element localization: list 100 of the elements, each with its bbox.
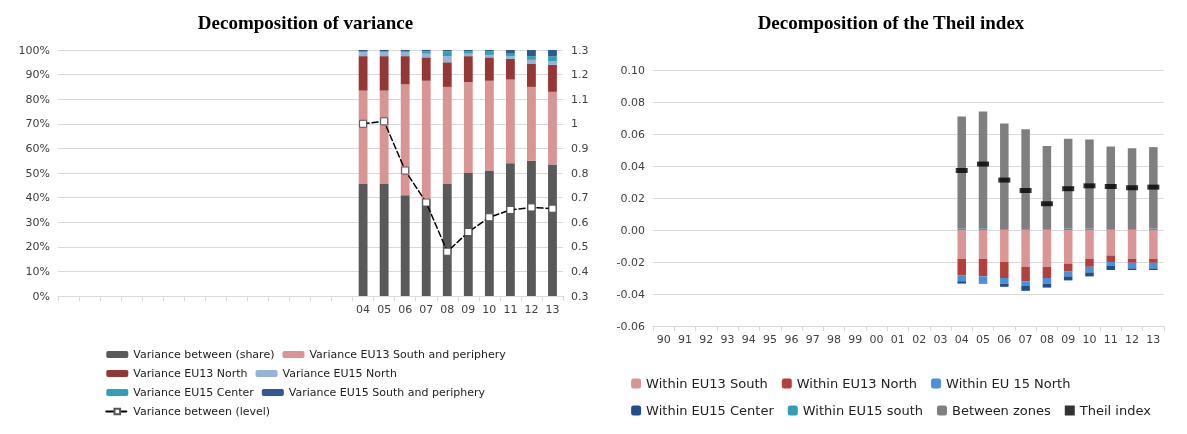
y-tick-label: -0.06 (616, 319, 645, 333)
bar (548, 50, 557, 57)
bar (548, 61, 557, 65)
bar (358, 56, 368, 91)
y-tick-label: 80% (25, 92, 50, 106)
x-tick-label: 03 (933, 333, 948, 346)
bar (421, 80, 431, 199)
x-tick-label: 91 (677, 333, 692, 346)
y-tick-label: 0.04 (620, 159, 645, 173)
x-tick-label: 00 (869, 333, 884, 346)
bar (1106, 230, 1116, 256)
bar (463, 173, 473, 296)
bar (957, 258, 966, 276)
bar (527, 59, 536, 64)
x-tick-label: 09 (1061, 333, 1076, 346)
x-tick-label: 02 (912, 333, 927, 346)
bar (484, 57, 494, 81)
legend-label: Within EU15 Center (646, 403, 775, 418)
bar (484, 80, 494, 171)
bar (358, 184, 368, 296)
y-tick-label: 60% (25, 141, 50, 155)
x-tick-label: 99 (848, 333, 863, 346)
bar (548, 164, 557, 296)
x-tick-label: 10 (1082, 333, 1097, 346)
bar (379, 56, 389, 91)
x-tick-label: 11 (1103, 333, 1118, 346)
bar (379, 184, 389, 296)
y-tick-label: 20% (25, 240, 50, 254)
bar (358, 90, 368, 185)
bar (1127, 258, 1137, 263)
x-tick-label: 96 (784, 333, 799, 346)
y-tick-label: 70% (25, 117, 50, 131)
chart-title: Decomposition of variance (197, 12, 414, 33)
x-tick-label: 07 (419, 303, 434, 316)
x-tick-label: 97 (805, 333, 820, 346)
x-tick-label: 08 (1039, 333, 1054, 346)
bar (463, 56, 473, 82)
y2-tick-label: 0.6 (571, 215, 589, 229)
x-tick-label: 07 (1018, 333, 1033, 346)
bar (1042, 283, 1052, 288)
legend-label: Variance EU13 South and periphery (309, 348, 507, 361)
bar (527, 50, 536, 57)
x-tick-label: 93 (720, 333, 735, 346)
y2-tick-label: 0.4 (571, 264, 589, 278)
bar (527, 86, 536, 161)
y-tick-label: 40% (25, 191, 50, 205)
bar (527, 63, 536, 87)
x-tick-label: 06 (997, 333, 1012, 346)
bar (505, 58, 515, 80)
bar (442, 86, 452, 185)
bar (421, 57, 431, 81)
x-tick-label: 04 (356, 303, 371, 316)
bar (1085, 266, 1094, 273)
bar (978, 258, 988, 277)
bar (957, 230, 966, 259)
bar (505, 79, 515, 164)
bar (358, 52, 368, 57)
y-tick-label: -0.02 (616, 255, 645, 269)
bar (1021, 281, 1030, 286)
x-tick-label: 05 (377, 303, 392, 316)
bar (1106, 146, 1116, 230)
bar (1000, 230, 1009, 262)
y-tick-label: 0% (32, 289, 50, 303)
y2-tick-label: 1 (571, 117, 578, 131)
bar (1042, 278, 1052, 284)
bar (527, 56, 536, 60)
bar (400, 195, 410, 296)
y-tick-label: 50% (25, 166, 50, 180)
bar (442, 184, 452, 296)
bar (957, 275, 966, 282)
x-tick-label: 13 (1146, 333, 1161, 346)
x-tick-label: 90 (656, 333, 671, 346)
bar (1106, 266, 1116, 270)
legend-label: Variance EU15 Center (133, 386, 255, 399)
y2-tick-label: 1.3 (571, 43, 589, 57)
bar (1127, 148, 1137, 230)
x-tick-label: 05 (976, 333, 991, 346)
x-tick-label: 01 (890, 333, 905, 346)
x-tick-label: 98 (826, 333, 841, 346)
bar (400, 84, 410, 196)
bar (1063, 263, 1073, 272)
legend-label: Variance EU13 North (133, 367, 248, 380)
x-tick-label: 12 (524, 303, 539, 316)
x-tick-label: 92 (699, 333, 714, 346)
legend-label: Within EU15 south (802, 403, 923, 418)
y-tick-label: 0.10 (620, 63, 645, 77)
bar (1042, 146, 1052, 230)
bar (442, 62, 452, 87)
bar (1021, 266, 1030, 282)
legend-label: Within EU13 North (796, 376, 918, 391)
bar (1063, 276, 1073, 281)
bar (548, 91, 557, 165)
y2-tick-label: 0.8 (571, 166, 589, 180)
bar (1063, 230, 1073, 264)
bar (1085, 258, 1094, 267)
bar (1000, 283, 1009, 287)
bar (1149, 262, 1158, 269)
bar (957, 281, 966, 284)
bar (1000, 123, 1009, 230)
y-tick-label: 0.08 (620, 95, 645, 109)
